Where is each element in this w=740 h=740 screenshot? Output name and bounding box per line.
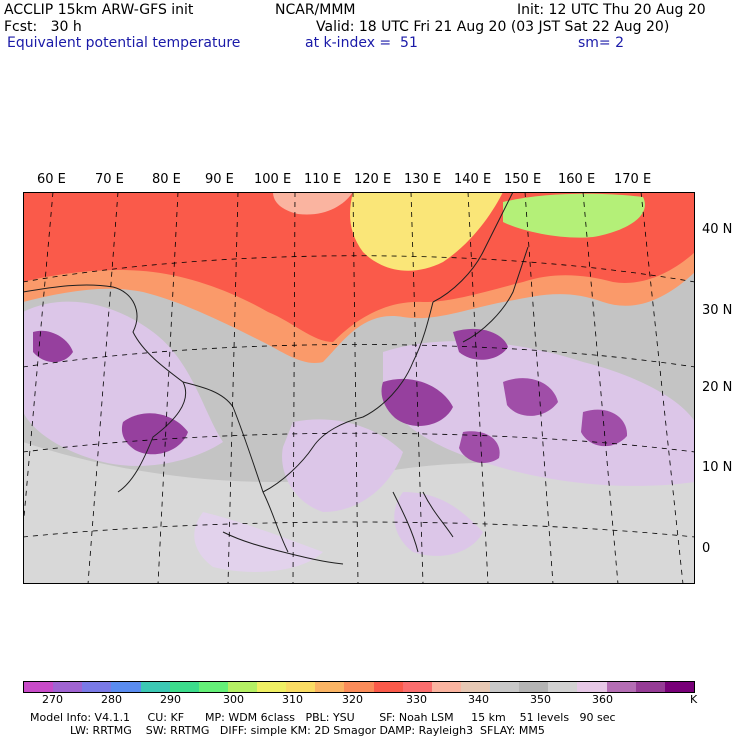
longitude-label: 160 E	[558, 172, 596, 187]
colorbar-segment	[315, 682, 345, 692]
colorbar-tick-label: 340	[468, 693, 489, 706]
colorbar-tick-label: 360	[592, 693, 613, 706]
longitude-label: 70 E	[95, 172, 124, 187]
longitude-label: 140 E	[454, 172, 492, 187]
colorbar	[23, 681, 695, 693]
coastlines	[23, 192, 529, 565]
colorbar-segment	[664, 682, 694, 692]
colorbar-segment	[198, 682, 228, 692]
model-title: ACCLIP 15km ARW-GFS init	[4, 2, 194, 18]
purple-patch-pacific-3	[459, 431, 500, 463]
colorbar-segment	[227, 682, 257, 692]
colorbar-segment	[169, 682, 199, 692]
longitude-label: 60 E	[37, 172, 66, 187]
scs-lavender-region	[282, 419, 403, 512]
latitude-label: 10 N	[702, 460, 733, 475]
physics-info: LW: RRTMG SW: RRTMG DIFF: simple KM: 2D …	[70, 724, 545, 737]
parallel-0	[23, 521, 695, 538]
colorbar-tick-label: 270	[42, 693, 63, 706]
colorbar-segment	[373, 682, 403, 692]
valid-time: Valid: 18 UTC Fri 21 Aug 20 (03 JST Sat …	[316, 19, 670, 35]
forecast-hour: Fcst: 30 h	[4, 19, 82, 35]
colorbar-segment	[490, 682, 520, 692]
longitude-label: 170 E	[614, 172, 652, 187]
colorbar-tick-label: 320	[342, 693, 363, 706]
latitude-label: 0	[702, 541, 711, 556]
init-time: Init: 12 UTC Thu 20 Aug 20	[517, 2, 706, 18]
southern-light-region	[23, 442, 695, 584]
colorbar-segment	[577, 682, 607, 692]
colorbar-segment	[53, 682, 83, 692]
longitude-label: 130 E	[404, 172, 442, 187]
model-info: Model Info: V4.1.1 CU: KF MP: WDM 6class…	[30, 711, 616, 724]
colorbar-segment	[606, 682, 636, 692]
colorbar-tick-label: 330	[406, 693, 427, 706]
colorbar-segment	[257, 682, 287, 692]
longitude-label: 80 E	[152, 172, 181, 187]
colorbar-segment	[82, 682, 112, 692]
colorbar-segment	[548, 682, 578, 692]
coastline-india	[23, 284, 187, 493]
parallel-20n	[23, 344, 695, 368]
colorbar-segment	[140, 682, 170, 692]
purple-patch-japan	[453, 328, 508, 360]
purple-patch-bay	[33, 330, 73, 363]
coastline-china	[262, 301, 434, 493]
longitude-label: 120 E	[354, 172, 392, 187]
colorbar-tick-label: 300	[223, 693, 244, 706]
longitude-label: 100 E	[254, 172, 292, 187]
latitude-label: 30 N	[702, 303, 733, 318]
purple-patch-pacific-2	[581, 409, 628, 447]
parallel-30n	[23, 255, 695, 283]
latitude-label: 40 N	[702, 222, 733, 237]
colorbar-segment	[519, 682, 549, 692]
colorbar-tick-label: 350	[530, 693, 551, 706]
field-name: Equivalent potential temperature	[7, 35, 241, 51]
map-frame	[23, 192, 695, 584]
smoothing-label: sm= 2	[578, 35, 625, 51]
colorbar-segment	[402, 682, 432, 692]
coastline-indonesia	[222, 531, 344, 565]
coastline-japan	[462, 246, 529, 343]
latitude-label: 20 N	[702, 380, 733, 395]
longitude-label: 110 E	[304, 172, 342, 187]
coastline-korea	[432, 192, 514, 303]
parallel-10n	[23, 432, 695, 453]
indonesia-lavender-region	[194, 512, 323, 572]
colorbar-tick-label: K	[690, 693, 698, 706]
org-label: NCAR/MMM	[275, 2, 356, 18]
colorbar-segment	[431, 682, 461, 692]
purple-patch-india	[121, 413, 188, 455]
colorbar-segment	[344, 682, 374, 692]
theta-e-map	[23, 192, 695, 584]
pale-red-region-mongolia	[273, 192, 353, 215]
colorbar-segment	[286, 682, 316, 692]
philippine-lavender-region	[394, 492, 483, 556]
green-region-pacific	[503, 193, 645, 238]
yellow-region-manchuria	[350, 192, 503, 271]
colorbar-tick-label: 280	[101, 693, 122, 706]
colorbar-segment	[111, 682, 141, 692]
longitude-label: 150 E	[504, 172, 542, 187]
colorbar-segment	[24, 682, 54, 692]
longitude-label: 90 E	[205, 172, 234, 187]
purple-patch-pacific-1	[503, 378, 558, 416]
graticule	[23, 192, 695, 584]
colorbar-tick-label: 290	[160, 693, 181, 706]
colorbar-segment	[460, 682, 490, 692]
colorbar-segment	[635, 682, 665, 692]
level-label: at k-index = 51	[305, 35, 418, 51]
coastline-myanmar	[182, 381, 289, 553]
colorbar-tick-label: 310	[282, 693, 303, 706]
